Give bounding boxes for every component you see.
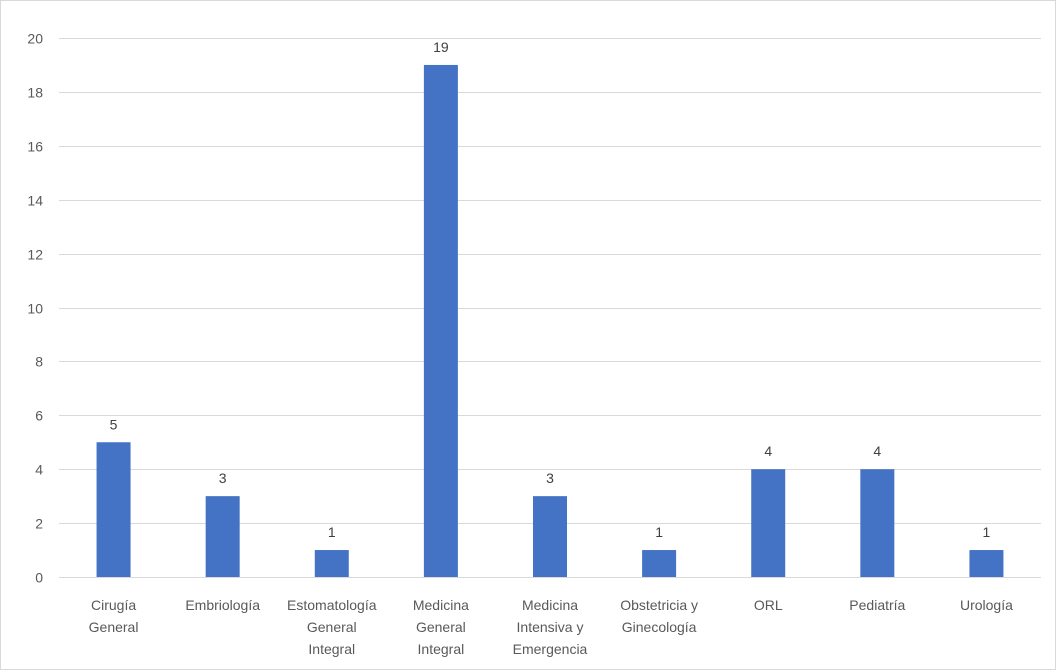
bar: [96, 442, 131, 577]
bar: [860, 469, 895, 577]
bar: [205, 496, 240, 577]
data-label: 1: [655, 524, 663, 540]
x-tick-label: Estomatología General Integral: [287, 597, 377, 657]
bar: [969, 550, 1004, 577]
data-label: 3: [546, 470, 554, 486]
x-tick-label: Obstetricia y Ginecología: [620, 597, 698, 635]
x-tick-label: Pediatría: [849, 597, 905, 613]
x-tick-label: Medicina Intensiva y Emergencia: [513, 597, 588, 657]
data-label: 3: [219, 470, 227, 486]
y-tick-label: 16: [27, 139, 43, 155]
y-tick-label: 12: [27, 247, 43, 263]
y-tick-label: 0: [35, 570, 43, 586]
y-tick-label: 14: [27, 193, 43, 209]
y-tick-label: 20: [27, 31, 43, 47]
y-tick-label: 10: [27, 301, 43, 317]
data-label: 19: [433, 39, 449, 55]
bars: [96, 64, 1004, 577]
y-tick-label: 18: [27, 85, 43, 101]
x-tick-label: Medicina General Integral: [413, 597, 469, 657]
bar: [751, 469, 786, 577]
y-tick-label: 8: [35, 354, 43, 370]
bar: [533, 496, 567, 577]
data-label: 5: [110, 416, 118, 432]
bar: [642, 550, 677, 577]
y-tick-label: 4: [35, 462, 43, 478]
data-label: 1: [328, 524, 336, 540]
x-axis-ticks: Cirugía General Embriología Estomatología Ge…: [89, 597, 1013, 657]
y-tick-label: 2: [35, 516, 43, 532]
x-tick-label: Embriología: [185, 597, 260, 613]
data-label: 4: [873, 443, 881, 459]
data-label: 1: [983, 524, 991, 540]
data-labels: 5 3 1 19 3 1 4 4 1: [110, 39, 991, 540]
x-tick-label: ORL: [754, 597, 783, 613]
x-tick-label: Urología: [960, 597, 1013, 613]
data-label: 4: [764, 443, 772, 459]
bar: [423, 64, 458, 577]
y-axis-ticks: 0 2 4 6 8 10 12 14 16 18 20: [27, 31, 43, 586]
y-tick-label: 6: [35, 408, 43, 424]
x-tick-label: Cirugía General: [89, 597, 139, 635]
bar: [314, 550, 349, 577]
